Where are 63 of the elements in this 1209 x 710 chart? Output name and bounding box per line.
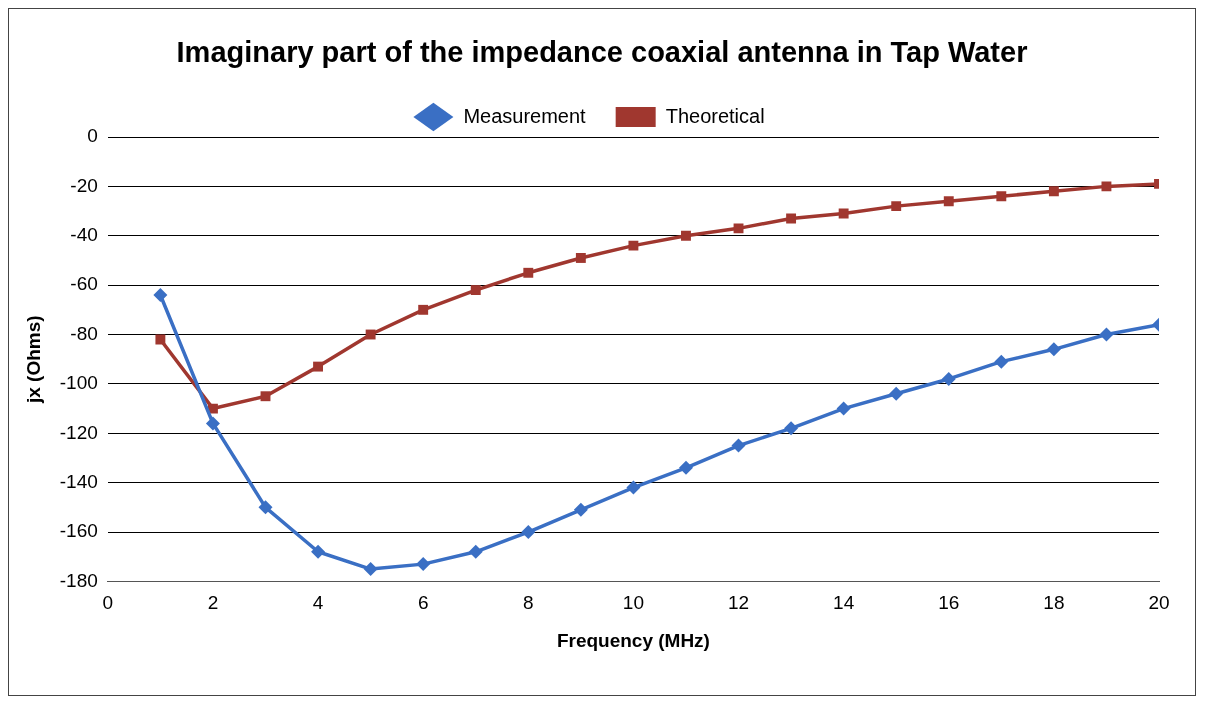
point	[153, 288, 168, 303]
x-tick-label: 0	[102, 592, 114, 614]
point	[838, 208, 849, 219]
point	[363, 562, 378, 577]
point	[416, 557, 431, 572]
point	[996, 191, 1007, 202]
point	[731, 438, 746, 453]
point	[891, 201, 902, 212]
point	[941, 371, 956, 386]
x-tick-label: 16	[938, 592, 960, 614]
point	[786, 213, 797, 224]
chart-title: Imaginary part of the impedance coaxial antenna in Tap Water	[175, 35, 1029, 70]
y-axis-title: jx (Ohms)	[22, 315, 44, 405]
point	[521, 525, 536, 540]
point	[628, 240, 639, 251]
x-tick-label: 10	[622, 592, 644, 614]
point	[523, 267, 534, 278]
point	[733, 223, 744, 234]
x-tick-label: 12	[727, 592, 750, 614]
x-tick-label: 2	[207, 592, 219, 614]
y-tick-label: -80	[70, 322, 98, 344]
y-tick-label: 0	[87, 125, 98, 147]
point	[155, 334, 166, 345]
point	[573, 502, 588, 517]
point	[205, 416, 220, 431]
point	[784, 421, 799, 436]
point	[260, 391, 271, 402]
y-tick-label: -160	[59, 520, 98, 542]
y-tick-label: -20	[70, 174, 98, 196]
point	[681, 230, 691, 241]
y-tick-label: -60	[70, 273, 98, 295]
legend-label: Measurement	[463, 104, 587, 127]
point	[418, 304, 429, 315]
x-tick-label: 14	[833, 592, 855, 614]
y-tick-label: -180	[59, 569, 98, 591]
point	[626, 480, 641, 495]
point	[1048, 186, 1059, 197]
legend-label: Theoretical	[665, 104, 765, 127]
x-tick-label: 18	[1043, 592, 1065, 614]
y-tick-label: -100	[59, 372, 98, 394]
x-axis-title: Frequency (MHz)	[556, 629, 710, 651]
point	[311, 544, 326, 559]
point	[468, 544, 483, 559]
point	[575, 253, 586, 263]
point	[943, 196, 954, 207]
point	[1099, 327, 1114, 342]
point	[470, 285, 481, 296]
point	[1046, 342, 1061, 357]
point	[836, 401, 851, 416]
x-tick-label: 8	[523, 592, 534, 614]
point	[365, 329, 376, 340]
y-tick-label: -40	[70, 223, 98, 245]
x-tick-label: 4	[312, 592, 324, 614]
point	[994, 354, 1009, 369]
point	[258, 500, 273, 515]
point	[1101, 181, 1112, 192]
point	[313, 361, 324, 372]
x-tick-label: 6	[417, 592, 429, 614]
point	[678, 460, 693, 475]
point	[889, 386, 904, 401]
x-tick-label: 20	[1148, 592, 1170, 614]
y-tick-label: -120	[59, 421, 98, 443]
y-tick-label: -140	[59, 470, 98, 492]
